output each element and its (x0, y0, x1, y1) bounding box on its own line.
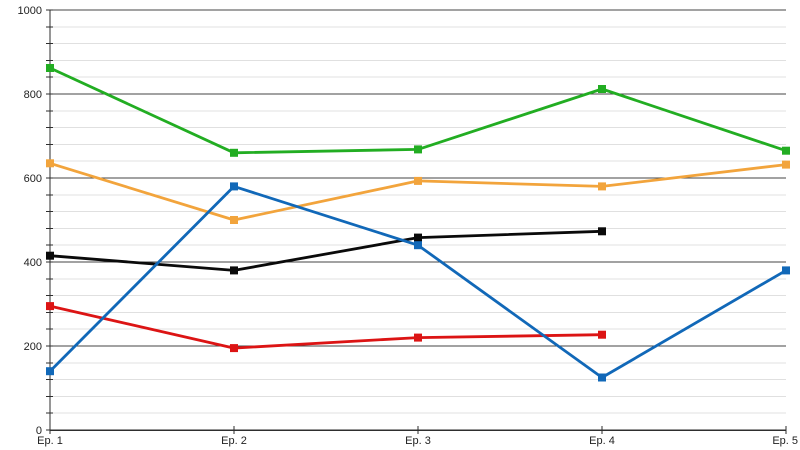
series-marker-red (414, 333, 422, 342)
series-marker-blue (46, 367, 54, 376)
series-marker-green (598, 85, 606, 93)
series-marker-blue (598, 373, 606, 382)
series-marker-red (598, 330, 606, 339)
y-tick-label: 0 (36, 425, 42, 437)
series-marker-green (782, 146, 790, 155)
series-marker-green (414, 145, 422, 154)
series-line-blue (49, 184, 787, 379)
series-marker-orange (230, 216, 238, 224)
series-marker-orange (782, 160, 790, 169)
series-marker-blue (414, 241, 422, 250)
y-tick-label: 200 (24, 341, 42, 353)
series-marker-black (414, 233, 422, 242)
x-tick-label: Ep. 2 (221, 435, 247, 447)
series-marker-blue (230, 182, 238, 191)
y-tick-label: 800 (24, 89, 42, 101)
x-tick-label: Ep. 1 (37, 435, 63, 447)
series-marker-black (598, 227, 606, 236)
series-marker-orange (46, 159, 54, 168)
y-tick-label: 400 (24, 257, 42, 269)
series-marker-green (46, 64, 54, 72)
series-line-red (49, 304, 603, 350)
x-tick-label: Ep. 5 (772, 435, 798, 447)
series-marker-green (230, 148, 238, 157)
series-marker-black (230, 266, 238, 275)
series-marker-black (46, 251, 54, 260)
series-marker-orange (414, 176, 422, 185)
series-marker-orange (598, 182, 606, 191)
series-marker-red (230, 344, 238, 353)
x-tick-label: Ep. 4 (589, 435, 615, 447)
y-tick-label: 600 (24, 173, 42, 185)
series-line-black (49, 229, 603, 272)
series-marker-blue (782, 266, 790, 275)
series-marker-red (46, 302, 54, 311)
y-tick-label: 1000 (18, 5, 42, 17)
x-tick-label: Ep. 3 (405, 435, 431, 447)
